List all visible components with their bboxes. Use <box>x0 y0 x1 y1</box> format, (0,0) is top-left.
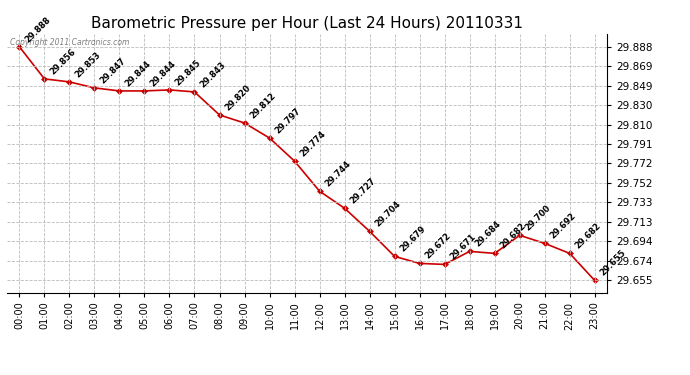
Text: 29.700: 29.700 <box>524 204 553 232</box>
Text: 29.682: 29.682 <box>499 221 528 251</box>
Text: Copyright 2011 Cartronics.com: Copyright 2011 Cartronics.com <box>10 38 129 46</box>
Text: 29.672: 29.672 <box>424 231 453 261</box>
Text: 29.679: 29.679 <box>399 225 428 254</box>
Text: 29.727: 29.727 <box>348 176 378 206</box>
Text: 29.844: 29.844 <box>148 59 178 88</box>
Text: 29.844: 29.844 <box>124 59 153 88</box>
Text: 29.684: 29.684 <box>474 219 503 249</box>
Text: 29.845: 29.845 <box>174 58 203 87</box>
Text: 29.843: 29.843 <box>199 60 228 89</box>
Text: 29.797: 29.797 <box>274 106 303 135</box>
Text: 29.682: 29.682 <box>574 221 603 251</box>
Title: Barometric Pressure per Hour (Last 24 Hours) 20110331: Barometric Pressure per Hour (Last 24 Ho… <box>91 16 523 31</box>
Text: 29.812: 29.812 <box>248 91 278 120</box>
Text: 29.692: 29.692 <box>549 211 578 241</box>
Text: 29.853: 29.853 <box>74 50 103 79</box>
Text: 29.655: 29.655 <box>599 248 628 278</box>
Text: 29.847: 29.847 <box>99 56 128 85</box>
Text: 29.704: 29.704 <box>374 200 403 228</box>
Text: 29.744: 29.744 <box>324 159 353 188</box>
Text: 29.774: 29.774 <box>299 129 328 158</box>
Text: 29.671: 29.671 <box>448 232 478 262</box>
Text: 29.820: 29.820 <box>224 83 253 112</box>
Text: 29.856: 29.856 <box>48 47 78 76</box>
Text: 29.888: 29.888 <box>23 15 52 44</box>
